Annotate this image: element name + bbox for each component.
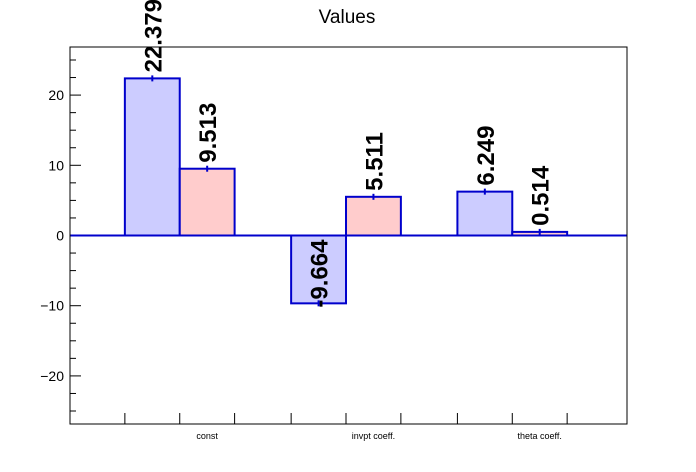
bar xyxy=(345,195,402,237)
plot-frame xyxy=(69,46,628,425)
x-tick-label: const xyxy=(196,431,218,441)
x-tick-label: theta coeff. xyxy=(518,431,562,441)
data-label: 5.511 xyxy=(361,132,388,191)
data-label: -9.664 xyxy=(307,239,334,308)
plot-area: −20 −10 0 10 20 const invpt coeff. theta coeff.… xyxy=(40,0,627,441)
chart-title: Values xyxy=(319,7,376,28)
y-tick-label: −10 xyxy=(40,298,64,314)
data-label: 0.514 xyxy=(528,165,555,226)
data-label: 22.379 xyxy=(140,0,167,72)
x-tick-label: invpt coeff. xyxy=(352,431,395,441)
bar xyxy=(178,167,236,237)
bar xyxy=(123,77,181,237)
y-tick-label: 10 xyxy=(48,157,64,173)
y-tick-label: −20 xyxy=(40,368,64,384)
y-tick-label: 0 xyxy=(56,228,64,244)
data-label: 6.249 xyxy=(473,126,500,186)
bar xyxy=(456,190,514,237)
y-tick-label: 20 xyxy=(48,87,64,103)
data-label: 9.513 xyxy=(195,103,222,163)
